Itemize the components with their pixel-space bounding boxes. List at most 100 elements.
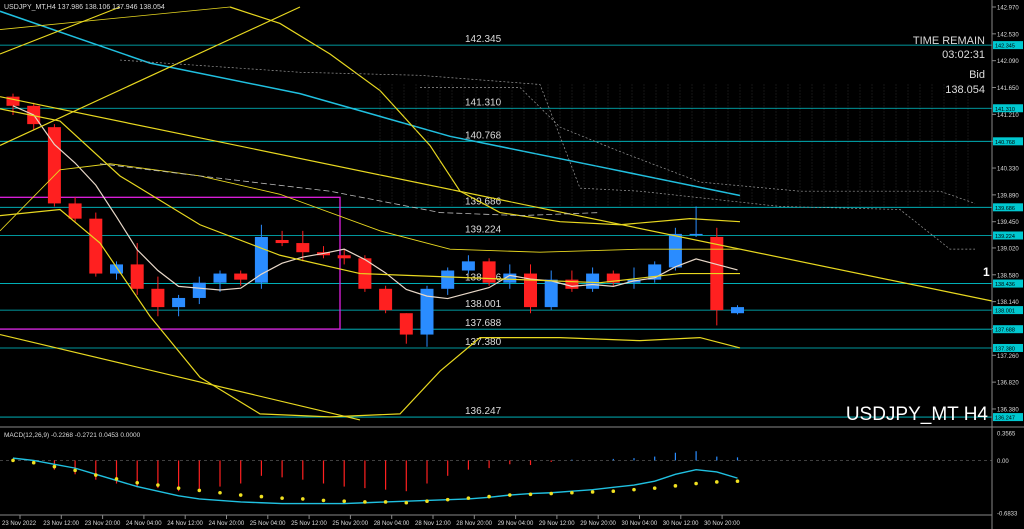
macd-signal-dot <box>197 488 202 493</box>
candle-body[interactable] <box>379 288 393 311</box>
macd-signal-dot <box>363 500 367 504</box>
macd-signal-dot <box>280 496 284 500</box>
macd-signal-dot <box>590 490 595 494</box>
time-tick-label: 29 Nov 20:00 <box>580 521 616 527</box>
level-axis-badge <box>993 325 1023 334</box>
candle-body[interactable] <box>89 218 103 274</box>
price-level-label: 137.688 <box>465 318 502 329</box>
price-tick-label: 142.090 <box>997 59 1019 65</box>
time-tick-label: 30 Nov 20:00 <box>704 521 740 527</box>
macd-axis-label: -0.6833 <box>997 512 1018 518</box>
range-box[interactable] <box>0 196 341 330</box>
candle-body[interactable] <box>420 288 434 335</box>
level-axis-badge <box>993 104 1023 113</box>
level-axis-badge <box>993 137 1023 146</box>
macd-signal-dot <box>135 480 139 485</box>
price-pane[interactable]: 142.345141.310140.768139.686139.224138.4… <box>0 6 993 421</box>
macd-signal-dot <box>673 484 678 488</box>
macd-signal-dot <box>611 489 616 494</box>
level-axis-badge <box>993 231 1023 240</box>
macd-signal-dot <box>259 494 264 499</box>
macd-axis-label: 0.00 <box>997 459 1009 465</box>
level-axis-badge <box>993 279 1023 288</box>
price-tick-label: 139.450 <box>997 220 1019 226</box>
price-tick-label: 139.890 <box>997 193 1019 199</box>
time-tick-label: 29 Nov 12:00 <box>539 521 575 527</box>
candle-body[interactable] <box>110 264 123 274</box>
macd-signal-dot <box>528 492 533 497</box>
time-remain-value: 03:02:31 <box>942 49 985 61</box>
candle-body[interactable] <box>234 273 248 280</box>
price-tick-label: 141.210 <box>997 113 1019 119</box>
level-axis-badge <box>993 306 1023 315</box>
candle-body[interactable] <box>524 273 537 308</box>
price-level-label: 137.380 <box>465 337 502 348</box>
candle-body[interactable] <box>275 240 289 244</box>
price-axis[interactable]: 142.970 142.530 142.090 141.650 141.210 140.7… <box>992 6 1023 422</box>
candle-body[interactable] <box>130 264 144 289</box>
time-tick-label: 29 Nov 04:00 <box>498 521 534 527</box>
bid-value: 138.054 <box>945 84 985 96</box>
candle-body[interactable] <box>689 233 703 236</box>
price-tick-label: 136.820 <box>997 381 1019 387</box>
candle-body[interactable] <box>68 203 82 219</box>
macd-signal-dot <box>549 491 553 496</box>
candle-body[interactable] <box>586 273 600 289</box>
macd-signal-dot <box>425 499 429 504</box>
level-axis-badge <box>993 41 1023 50</box>
time-tick-label: 28 Nov 04:00 <box>374 521 410 527</box>
price-level-label: 136.247 <box>465 406 502 417</box>
macd-signal-dot <box>445 497 450 502</box>
trend-line-1 <box>0 96 993 302</box>
macd-signal-dot <box>176 486 181 490</box>
candle-body[interactable] <box>296 243 310 253</box>
macd-signal-dot <box>52 464 57 469</box>
candle-body[interactable] <box>192 282 206 298</box>
candle-body[interactable] <box>151 288 165 308</box>
level-axis-badge-label: 138.001 <box>995 309 1015 315</box>
candle-body[interactable] <box>399 313 413 335</box>
chart-header: USDJPY_MT,H4 137.986 138.106 137.946 138… <box>4 4 165 11</box>
base-line <box>99 163 601 217</box>
price-tick-label: 136.380 <box>997 407 1019 413</box>
price-tick-label: 139.020 <box>997 246 1019 252</box>
bollinger-middle-line <box>0 108 740 284</box>
candle-body[interactable] <box>606 273 620 283</box>
candle-body[interactable] <box>565 279 579 289</box>
macd-signal-dot <box>238 493 243 497</box>
candle-body[interactable] <box>668 233 682 268</box>
macd-axis[interactable]: 0.3565 0.00 -0.6833 <box>997 432 1018 518</box>
level-axis-badge-label: 139.224 <box>995 234 1015 240</box>
candle-body[interactable] <box>503 273 517 283</box>
time-tick-label: 25 Nov 20:00 <box>332 521 368 527</box>
trend-line-3 <box>0 6 301 147</box>
time-tick-label: 28 Nov 12:00 <box>415 521 451 527</box>
price-level-label: 139.686 <box>465 196 502 207</box>
price-tick-label: 141.650 <box>997 86 1019 92</box>
price-level-label: 139.224 <box>465 224 502 235</box>
candle-body[interactable] <box>47 127 61 204</box>
candle-body[interactable] <box>254 236 268 283</box>
candle-body[interactable] <box>461 261 475 271</box>
macd-signal-dot <box>694 481 698 486</box>
trend-line-4 <box>0 6 121 55</box>
candle-body[interactable] <box>544 279 558 308</box>
macd-pane[interactable] <box>0 451 992 505</box>
candle-body[interactable] <box>482 261 496 283</box>
macd-signal-dot <box>114 477 119 481</box>
level-axis-badge-label: 137.380 <box>995 346 1015 352</box>
time-tick-label: 30 Nov 12:00 <box>663 521 699 527</box>
candle-body[interactable] <box>441 270 455 289</box>
candle-body[interactable] <box>337 255 351 259</box>
candle-body[interactable] <box>213 273 227 283</box>
candle-body[interactable] <box>172 297 186 308</box>
time-tick-label: 23 Nov 12:00 <box>43 521 79 527</box>
candle-body[interactable] <box>6 96 20 106</box>
candle-body[interactable] <box>731 307 744 314</box>
price-tick-label: 137.260 <box>997 354 1019 360</box>
edge-digit: 1 <box>983 265 990 279</box>
price-level-label: 140.768 <box>465 130 502 141</box>
macd-signal-dot <box>715 480 719 484</box>
macd-main-line <box>12 457 738 505</box>
